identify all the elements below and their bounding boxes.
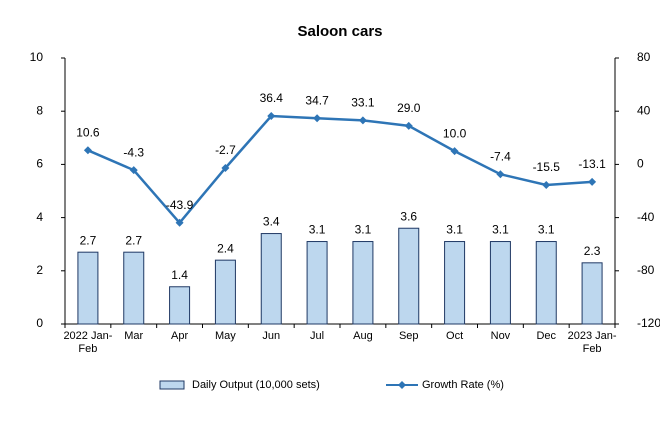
line-value-label: -7.4 xyxy=(490,149,511,163)
x-tick-label: Oct xyxy=(446,330,464,342)
bar xyxy=(214,259,236,325)
y-tick-label: 10 xyxy=(30,50,44,64)
line-marker xyxy=(450,147,459,156)
bar-value-label: 3.4 xyxy=(263,215,280,229)
line-marker xyxy=(496,170,505,179)
line-value-label: 10.6 xyxy=(76,125,100,139)
line-marker xyxy=(542,181,551,190)
bar xyxy=(352,241,374,325)
bar xyxy=(581,262,603,325)
y-tick-label: 6 xyxy=(36,157,43,171)
bar-value-label: 1.4 xyxy=(171,268,188,282)
line-value-label: 36.4 xyxy=(260,91,284,105)
x-tick-label: Mar xyxy=(124,330,144,342)
chart-title: Saloon cars xyxy=(297,23,382,40)
line xyxy=(87,114,593,225)
line-value-label: -13.1 xyxy=(578,157,606,171)
y2-tick-label: 80 xyxy=(637,50,651,64)
y-tick-label: 2 xyxy=(36,263,43,277)
bar xyxy=(489,241,511,325)
y2-tick-label: -120 xyxy=(637,316,660,330)
x-tick-label: Jul xyxy=(310,330,325,342)
y-tick-label: 4 xyxy=(36,210,43,224)
x-tick-label: Jun xyxy=(262,330,281,342)
x-tick-label: Aug xyxy=(353,330,373,342)
bar-value-label: 2.4 xyxy=(217,241,234,255)
line-value-label: -4.3 xyxy=(123,145,144,159)
legend-swatch xyxy=(159,380,185,390)
x-tick-label: 2023 Jan-Feb xyxy=(567,330,617,355)
line-marker xyxy=(129,166,138,175)
bar-value-label: 2.7 xyxy=(80,233,97,247)
line-value-label: 29.0 xyxy=(397,101,421,115)
y2-tick-label: 40 xyxy=(637,103,651,117)
line-value-label: -2.7 xyxy=(215,143,236,157)
legend-label: Daily Output (10,000 sets) xyxy=(192,379,320,391)
y2-tick-label: -80 xyxy=(637,263,655,277)
bar-value-label: 3.6 xyxy=(400,209,417,223)
bar-value-label: 3.1 xyxy=(538,223,555,237)
x-tick-label: Sep xyxy=(398,330,419,342)
y2-tick-label: -40 xyxy=(637,210,655,224)
bar xyxy=(260,233,282,325)
bar-value-label: 2.7 xyxy=(125,233,142,247)
line-value-label: 34.7 xyxy=(305,93,329,107)
line-marker xyxy=(83,146,92,155)
line-value-label: -15.5 xyxy=(533,160,561,174)
bar xyxy=(444,241,466,325)
bar-value-label: 2.3 xyxy=(584,244,601,258)
legend-label: Growth Rate (%) xyxy=(422,379,504,391)
x-tick-label: 2022 Jan-Feb xyxy=(63,330,113,355)
line-marker xyxy=(313,114,322,123)
legend-swatch-marker xyxy=(398,381,406,389)
bar-value-label: 3.1 xyxy=(492,223,509,237)
x-tick-label: Apr xyxy=(171,330,189,342)
line-marker xyxy=(175,218,184,227)
bar-value-label: 3.1 xyxy=(309,223,326,237)
line-marker xyxy=(267,111,276,120)
x-tick-label: May xyxy=(215,330,236,342)
bar xyxy=(535,241,557,325)
line-marker xyxy=(221,163,230,172)
bar xyxy=(306,241,328,325)
line-marker xyxy=(404,121,413,130)
bar xyxy=(123,251,145,325)
y-tick-label: 8 xyxy=(36,103,43,117)
bar-value-label: 3.1 xyxy=(446,223,463,237)
bar xyxy=(169,286,191,325)
x-tick-label: Dec xyxy=(536,330,557,342)
bar xyxy=(77,251,99,325)
bar-value-label: 3.1 xyxy=(355,223,372,237)
line-value-label: -43.9 xyxy=(166,198,194,212)
line-marker xyxy=(588,177,597,186)
x-tick-label: Nov xyxy=(490,330,511,342)
line-value-label: 10.0 xyxy=(443,126,467,140)
y2-tick-label: 0 xyxy=(637,157,644,171)
y-tick-label: 0 xyxy=(36,316,43,330)
line-marker xyxy=(358,116,367,125)
bar xyxy=(398,227,420,325)
line-value-label: 33.1 xyxy=(351,96,375,110)
